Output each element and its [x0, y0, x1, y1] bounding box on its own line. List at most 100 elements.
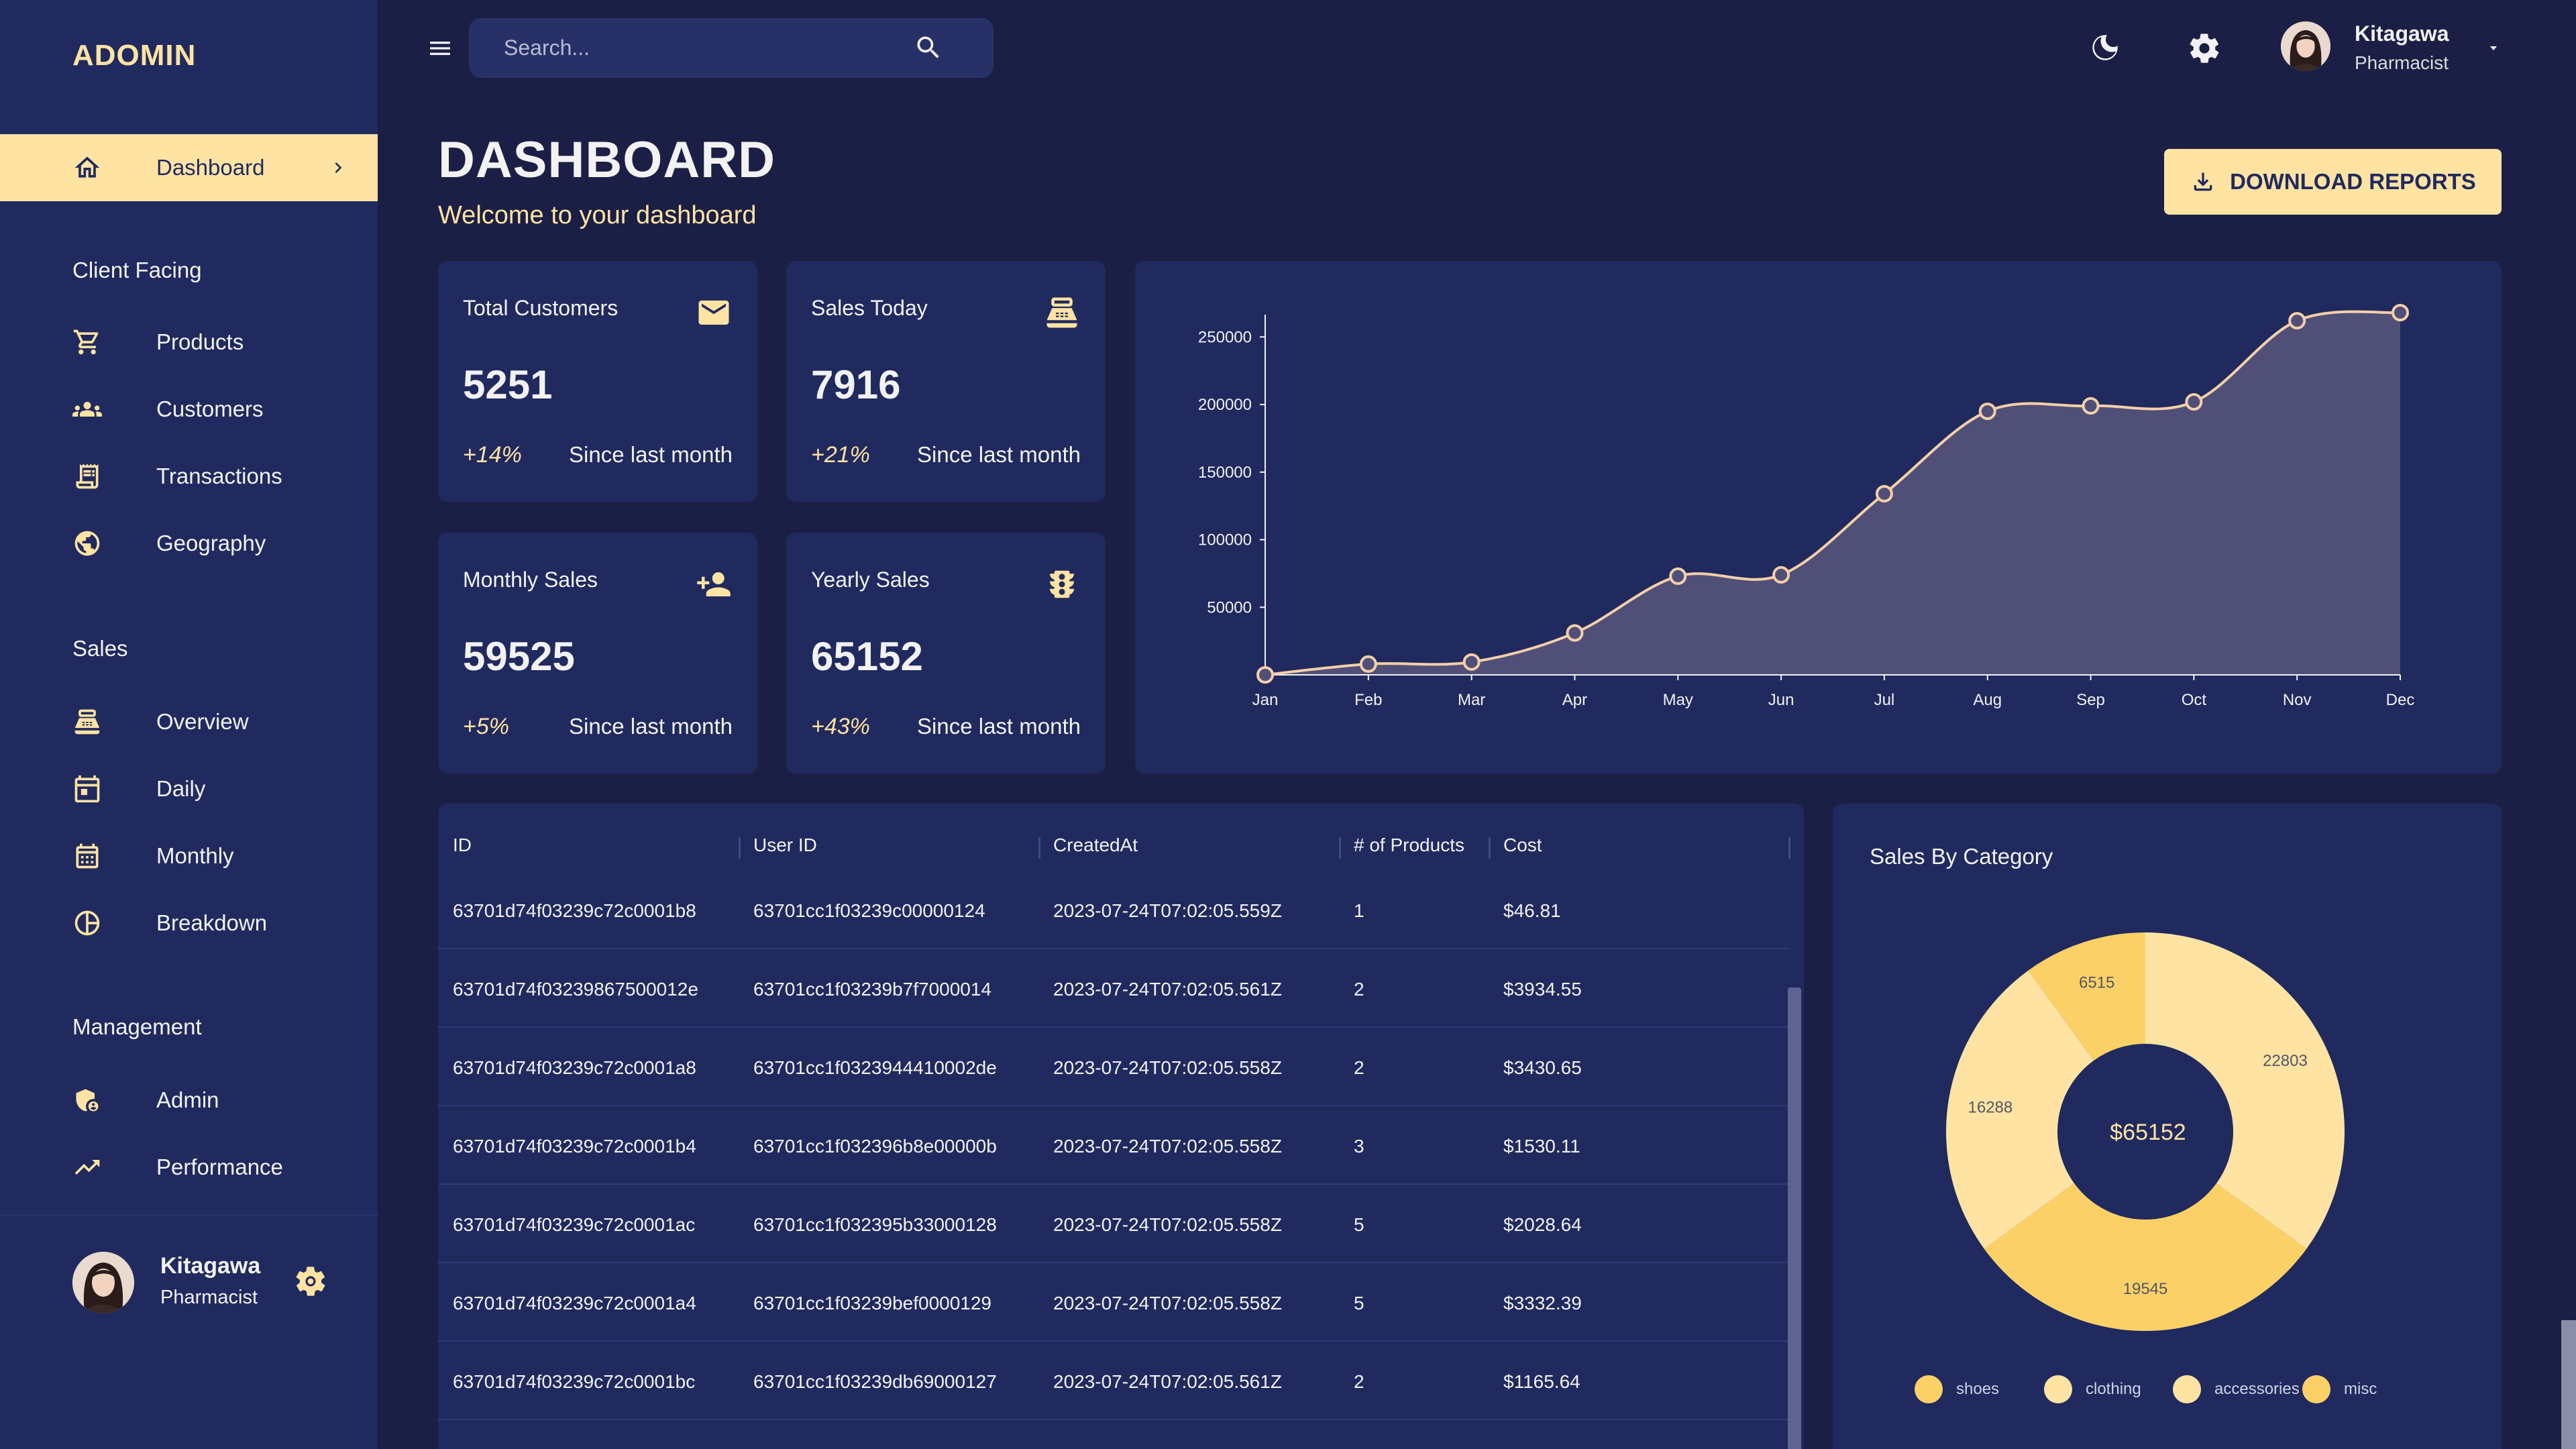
- sidebar-item-label: Geography: [156, 531, 266, 555]
- stat-card-monthly-sales: Monthly Sales 59525 +5% Since last month: [438, 533, 757, 773]
- table-scrollbar[interactable]: [1788, 987, 1801, 1449]
- cell-id: 63701d74f03239c72c0001bc: [453, 1371, 696, 1392]
- table-row[interactable]: 63701d74f03239c72c0001b4 63701cc1f032396b…: [438, 1106, 1789, 1185]
- dark-mode-icon[interactable]: [2088, 31, 2122, 64]
- sidebar-item-daily[interactable]: Daily: [0, 755, 378, 822]
- chevron-right-icon: [335, 162, 342, 173]
- search-input[interactable]: [504, 18, 920, 78]
- stat-value: 65152: [811, 634, 923, 679]
- sidebar-item-admin[interactable]: Admin: [0, 1067, 378, 1134]
- data-point: [1978, 402, 1996, 421]
- page-scrollbar[interactable]: [2561, 1320, 2576, 1449]
- shopping-cart-icon: [73, 329, 99, 355]
- stat-since: Since last month: [917, 442, 1081, 467]
- data-point: [1875, 485, 1893, 503]
- table-row[interactable]: 63701d74f03239c72c0001a8 63701cc1f0323944…: [438, 1028, 1789, 1106]
- pie-slice-accessories[interactable]: [1946, 970, 2094, 1249]
- table-row[interactable]: 63701d74f03239867500012e 63701cc1f03239b7…: [438, 949, 1789, 1028]
- arrow-drop-down-icon[interactable]: [2483, 40, 2504, 56]
- sales-by-category-chart: 6515 22803 19545 16288 $65152: [1946, 932, 2345, 1331]
- column-header-cost[interactable]: Cost: [1503, 835, 1542, 855]
- table-row[interactable]: 63701d74f03239c72c0001ac 63701cc1f032395b…: [438, 1185, 1789, 1263]
- cell-products: 2: [1354, 1057, 1364, 1078]
- download-reports-button[interactable]: DOWNLOAD REPORTS: [2164, 149, 2502, 215]
- sidebar-item-label: Breakdown: [156, 910, 268, 935]
- legend-swatch: [2302, 1375, 2330, 1403]
- legend-item-clothing[interactable]: clothing: [2044, 1375, 2141, 1403]
- sidebar-item-label: Monthly: [156, 843, 234, 868]
- column-separator[interactable]: [1339, 837, 1341, 859]
- pie-chart-title: Sales By Category: [1870, 844, 2053, 869]
- sidebar: ADOMIN Dashboard Client Facing Products …: [0, 0, 378, 1449]
- legend-item-shoes[interactable]: shoes: [1915, 1375, 1999, 1403]
- sidebar-item-overview[interactable]: Overview: [0, 688, 378, 755]
- pie-slice-clothing[interactable]: [2145, 932, 2345, 1249]
- column-separator[interactable]: [1489, 837, 1491, 859]
- data-point: [1256, 666, 1274, 684]
- cell-user-id: 63701cc1f03239bef0000129: [753, 1293, 992, 1313]
- cell-cost: $2028.64: [1503, 1214, 1582, 1235]
- stat-increase: +14%: [463, 442, 522, 468]
- legend-item-misc[interactable]: misc: [2302, 1375, 2377, 1403]
- table-row[interactable]: 63701d74f03239c72c0001bc 63701cc1f03239db…: [438, 1342, 1789, 1420]
- sidebar-item-customers[interactable]: Customers: [0, 376, 378, 443]
- column-header-created-at[interactable]: CreatedAt: [1053, 835, 1138, 855]
- y-tick-label: 50000: [1207, 598, 1252, 616]
- cell-cost: $3934.55: [1503, 979, 1582, 1000]
- column-separator[interactable]: [1038, 837, 1040, 859]
- groups-icon: [72, 402, 102, 417]
- x-tick-label: Dec: [2386, 691, 2415, 709]
- sidebar-item-breakdown[interactable]: Breakdown: [0, 890, 378, 957]
- x-tick-label: Nov: [2283, 691, 2312, 709]
- avatar[interactable]: [72, 1252, 134, 1313]
- transactions-table: ID User ID CreatedAt # of Products Cost …: [438, 804, 1804, 1449]
- cell-created-at: 2023-07-24T07:02:05.559Z: [1053, 900, 1282, 921]
- sidebar-item-dashboard[interactable]: Dashboard: [0, 134, 378, 201]
- x-tick-label: May: [1663, 691, 1693, 709]
- sidebar-item-label: Daily: [156, 776, 206, 801]
- sidebar-item-label: Products: [156, 329, 244, 354]
- avatar-image: [2281, 21, 2330, 71]
- column-header-user-id[interactable]: User ID: [753, 835, 817, 855]
- pie-slice-label: 19545: [2123, 1280, 2168, 1298]
- sidebar-item-performance[interactable]: Performance: [0, 1134, 378, 1201]
- column-separator[interactable]: [1788, 837, 1790, 859]
- top-user-name: Kitagawa: [2355, 21, 2449, 46]
- sidebar-item-products[interactable]: Products: [0, 309, 378, 376]
- table-row[interactable]: 63701d74f03239c72c0001b8 63701cc1f03239c0…: [438, 871, 1789, 949]
- stat-title: Yearly Sales: [811, 568, 930, 592]
- column-header-products[interactable]: # of Products: [1354, 835, 1464, 855]
- menu-icon[interactable]: [425, 35, 455, 62]
- column-header-id[interactable]: ID: [453, 835, 472, 855]
- gear-icon[interactable]: [2187, 31, 2222, 66]
- top-avatar[interactable]: [2281, 21, 2330, 71]
- table-row[interactable]: 63701d74f03239c72c0001a4 63701cc1f03239be…: [438, 1263, 1789, 1342]
- cell-id: 63701d74f03239c72c0001a8: [453, 1057, 696, 1078]
- stat-title: Monthly Sales: [463, 568, 598, 592]
- cell-cost: $46.81: [1503, 900, 1561, 921]
- x-tick-label: Jul: [1874, 691, 1895, 709]
- calendar-today-icon: [74, 775, 100, 803]
- cell-products: 5: [1354, 1293, 1364, 1313]
- sidebar-item-transactions[interactable]: Transactions: [0, 443, 378, 510]
- search-box: [469, 18, 994, 78]
- sales-line-chart-card: 50000 100000 150000 200000 250000 Jan Feb Mar Ap…: [1135, 261, 2502, 773]
- stat-card-yearly-sales: Yearly Sales 65152 +43% Since last month: [786, 533, 1106, 773]
- cell-user-id: 63701cc1f032395b33000128: [753, 1214, 997, 1235]
- sidebar-item-geography[interactable]: Geography: [0, 510, 378, 577]
- legend-item-accessories[interactable]: accessories: [2173, 1375, 2300, 1403]
- pie-slice-shoes[interactable]: [1984, 1183, 2307, 1331]
- brand-logo[interactable]: ADOMIN: [72, 39, 197, 72]
- data-point: [1462, 653, 1481, 671]
- y-tick-label: 150000: [1198, 464, 1252, 482]
- search-icon[interactable]: [914, 33, 943, 62]
- pie-slice-label: 6515: [2079, 973, 2114, 991]
- column-separator[interactable]: [739, 837, 741, 859]
- stat-since: Since last month: [569, 714, 733, 739]
- cell-products: 3: [1354, 1136, 1364, 1157]
- sidebar-item-monthly[interactable]: Monthly: [0, 822, 378, 890]
- legend-swatch: [2044, 1375, 2072, 1403]
- settings-icon[interactable]: [293, 1264, 328, 1299]
- admin-shield-icon: [76, 1089, 99, 1112]
- pie-slice-misc[interactable]: [2028, 932, 2145, 1061]
